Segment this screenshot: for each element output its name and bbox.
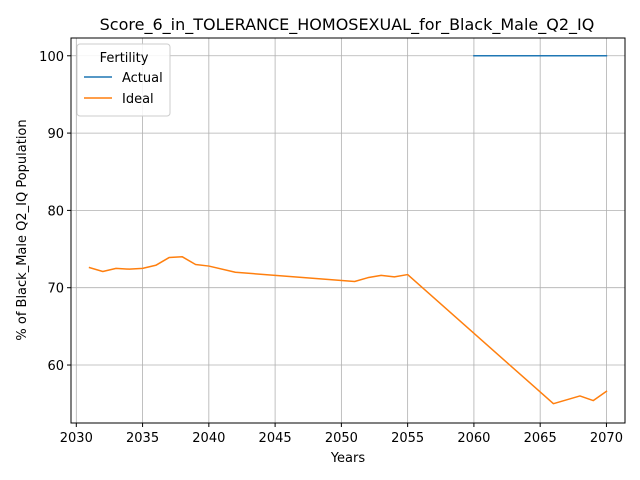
- x-tick-label: 2050: [325, 431, 358, 446]
- y-tick-label: 80: [47, 204, 64, 219]
- x-tick-label: 2045: [259, 431, 292, 446]
- chart-title: Score_6_in_TOLERANCE_HOMOSEXUAL_for_Blac…: [100, 15, 595, 35]
- y-tick-label: 70: [47, 282, 64, 297]
- x-tick-label: 2070: [590, 431, 623, 446]
- x-tick-label: 2065: [524, 431, 557, 446]
- legend: Fertility Actual Ideal: [76, 43, 171, 117]
- x-axis-label: Years: [330, 451, 366, 466]
- x-tick-label: 2055: [391, 431, 424, 446]
- legend-label-actual: Actual: [122, 71, 163, 86]
- x-tick-label: 2040: [192, 431, 225, 446]
- axis-ticks: 2030 2035 2040 2045 2050 2055 2060 2065 2070 60 70…: [39, 50, 623, 446]
- legend-label-ideal: Ideal: [122, 92, 154, 107]
- plot-frame: [70, 37, 626, 424]
- y-axis-label: % of Black_Male Q2_IQ Population: [15, 119, 30, 340]
- legend-title: Fertility: [100, 51, 149, 66]
- x-tick-label: 2060: [457, 431, 490, 446]
- x-tick-label: 2030: [60, 431, 93, 446]
- series-line-ideal: [88, 256, 608, 405]
- y-tick-label: 60: [47, 359, 64, 374]
- grid-lines: [71, 38, 625, 423]
- series-lines: [88, 55, 608, 405]
- y-tick-label: 100: [39, 50, 64, 65]
- y-tick-label: 90: [47, 127, 64, 142]
- x-tick-label: 2035: [126, 431, 159, 446]
